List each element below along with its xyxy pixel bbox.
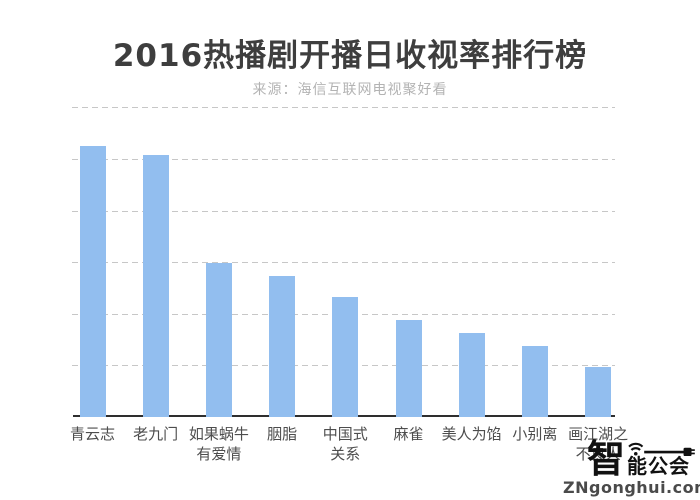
bar-6 bbox=[395, 320, 422, 417]
x-axis-label: 青云志 bbox=[69, 425, 115, 443]
watermark-brand-text: 能公会 bbox=[627, 454, 690, 478]
x-axis-label: 老九门 bbox=[133, 425, 179, 443]
zhi-logo-icon: 智 bbox=[586, 436, 625, 481]
gridline bbox=[72, 107, 615, 109]
chart-title: 2016热播剧开播日收视率排行榜 bbox=[112, 38, 588, 74]
watermark-logo: 智 能公会 ZNgonghui.com bbox=[563, 436, 700, 497]
wifi-plug-icon bbox=[628, 442, 695, 456]
x-axis-label: 画江湖之 不良人 bbox=[568, 425, 629, 464]
bar-4 bbox=[269, 276, 296, 417]
gridline bbox=[72, 210, 615, 212]
x-axis-labels: 青云志 老九门 如果蜗牛 有爱情 胭脂 中国式 关系 麻雀 美人为馅 小别离 画江湖之 不良人 bbox=[0, 424, 700, 470]
bar-8 bbox=[521, 346, 548, 417]
x-axis-label: 胭脂 bbox=[267, 425, 298, 443]
bar-3 bbox=[205, 263, 232, 417]
x-axis-label: 如果蜗牛 有爱情 bbox=[188, 425, 249, 464]
x-axis-label: 小别离 bbox=[512, 425, 558, 443]
x-axis-label: 麻雀 bbox=[393, 425, 424, 443]
chart-source: 来源：海信互联网电视聚好看 bbox=[252, 82, 448, 98]
bar-9 bbox=[585, 367, 612, 417]
watermark-brand-row: 智 能公会 bbox=[563, 436, 697, 481]
gridline bbox=[72, 262, 615, 264]
x-axis-label: 中国式 关系 bbox=[322, 425, 368, 464]
bar-2 bbox=[142, 155, 169, 417]
bar-1 bbox=[79, 146, 106, 417]
gridline bbox=[72, 159, 615, 160]
bar-7 bbox=[458, 333, 485, 417]
watermark-url: ZNgonghui.com bbox=[563, 478, 700, 497]
bar-5 bbox=[332, 297, 359, 417]
plot-area bbox=[72, 107, 615, 417]
x-axis-label: 美人为馅 bbox=[441, 425, 502, 443]
